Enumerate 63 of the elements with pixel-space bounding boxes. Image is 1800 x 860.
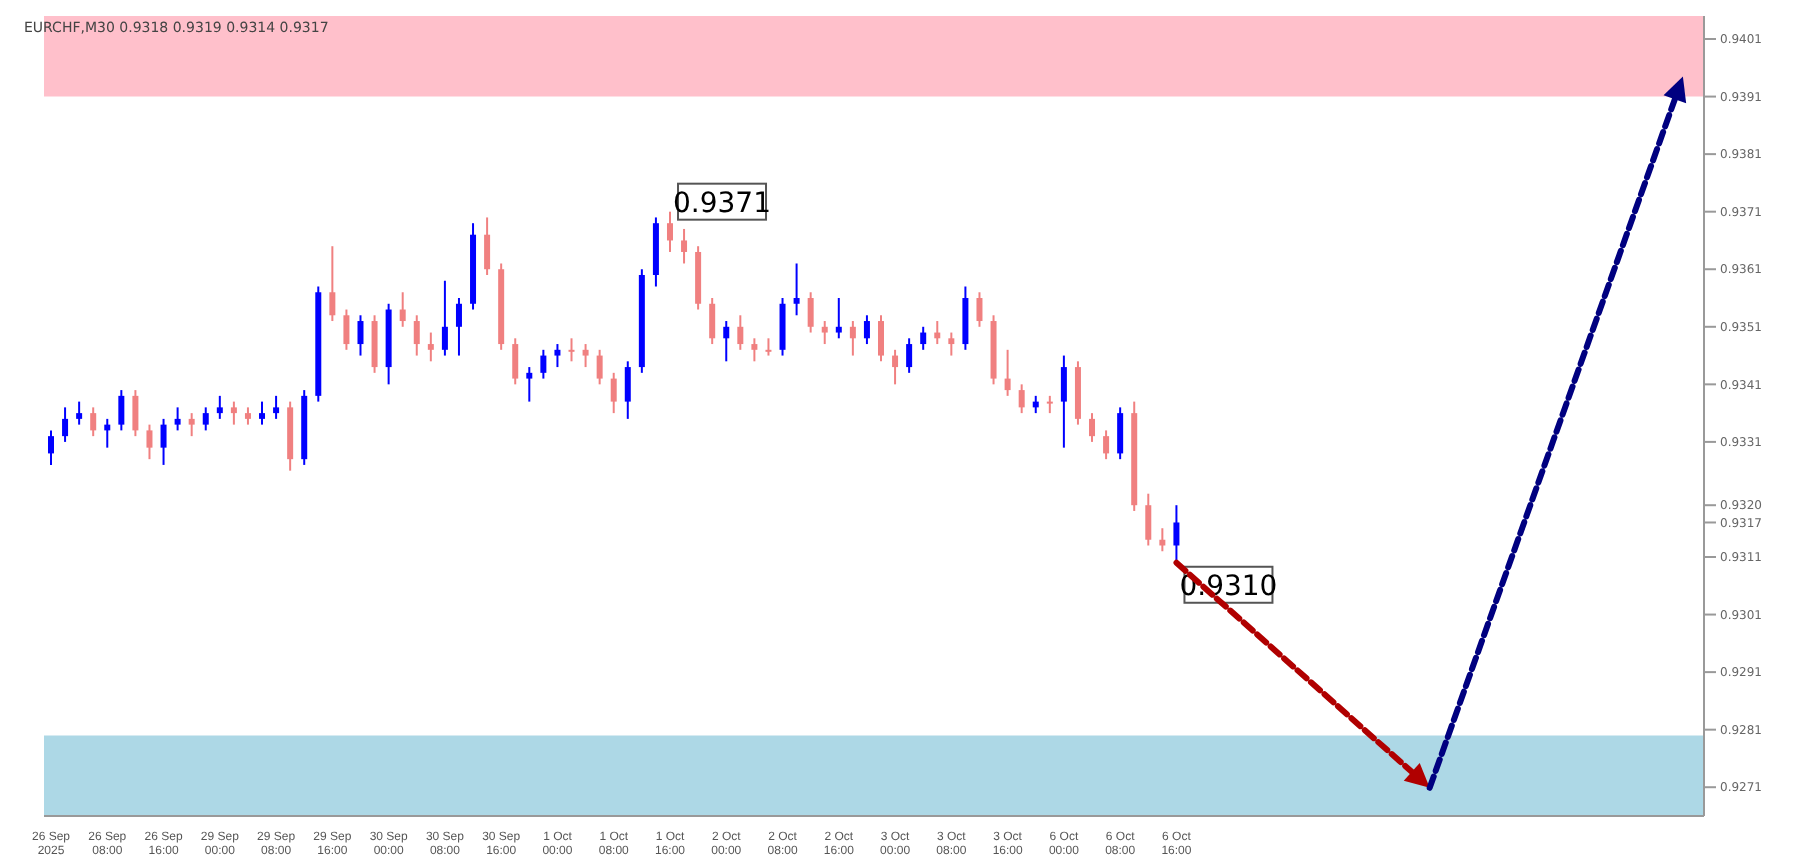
candlestick — [1089, 412, 1096, 443]
candlestick — [582, 343, 589, 369]
candlestick — [723, 320, 730, 363]
candlestick — [681, 227, 688, 265]
candlestick — [835, 297, 842, 340]
candlestick — [920, 325, 927, 351]
candlestick — [62, 406, 69, 443]
candlestick — [76, 400, 83, 426]
candlestick — [230, 400, 237, 426]
candlestick — [90, 406, 97, 438]
candlestick — [132, 389, 139, 438]
candlestick — [554, 343, 561, 369]
candlestick — [948, 331, 955, 357]
candlestick — [174, 406, 181, 432]
candlestick — [624, 360, 631, 420]
candlestick — [1060, 354, 1067, 449]
candlestick — [1117, 406, 1124, 461]
candlestick — [118, 389, 125, 432]
candlestick — [962, 285, 969, 351]
candlestick — [1173, 504, 1180, 564]
candlestick — [216, 394, 223, 420]
candlestick — [878, 314, 884, 363]
candlestick — [441, 279, 448, 357]
candlestick — [976, 291, 983, 328]
candlestick — [765, 337, 772, 357]
candlestick — [709, 297, 716, 346]
candlestick — [48, 429, 54, 466]
candlestick — [849, 320, 856, 357]
candlestick — [160, 417, 167, 466]
candlestick — [455, 297, 462, 357]
candlestick — [892, 348, 899, 386]
candlestick — [357, 314, 364, 357]
candlestick — [484, 216, 491, 276]
candlestick — [273, 394, 280, 420]
candlestick — [1145, 492, 1152, 547]
candlestick — [371, 314, 378, 374]
candlestick — [1004, 348, 1011, 397]
candlestick — [737, 314, 744, 351]
candlestick — [807, 291, 814, 334]
candlestick — [821, 320, 828, 346]
candlestick — [751, 337, 758, 363]
candlestick — [666, 210, 673, 253]
candlestick — [1018, 383, 1025, 415]
candlestick — [610, 371, 617, 415]
candlestick — [1103, 429, 1110, 461]
candlestick — [202, 406, 209, 432]
candlestick — [863, 314, 870, 346]
candlestick — [793, 262, 800, 317]
candlestick — [779, 297, 786, 357]
candlestick — [188, 412, 195, 438]
candlestick — [399, 291, 406, 328]
candlestick — [343, 308, 350, 351]
candlestick — [329, 245, 336, 323]
candlestick — [259, 400, 266, 426]
candlestick — [596, 348, 603, 386]
candlestick — [413, 314, 420, 357]
candlestick — [427, 331, 434, 363]
candlestick — [906, 337, 913, 374]
candlestick — [526, 366, 533, 403]
candlestick — [512, 337, 519, 386]
candlestick — [540, 348, 547, 380]
candlestick — [568, 337, 575, 363]
candlestick — [146, 423, 153, 461]
